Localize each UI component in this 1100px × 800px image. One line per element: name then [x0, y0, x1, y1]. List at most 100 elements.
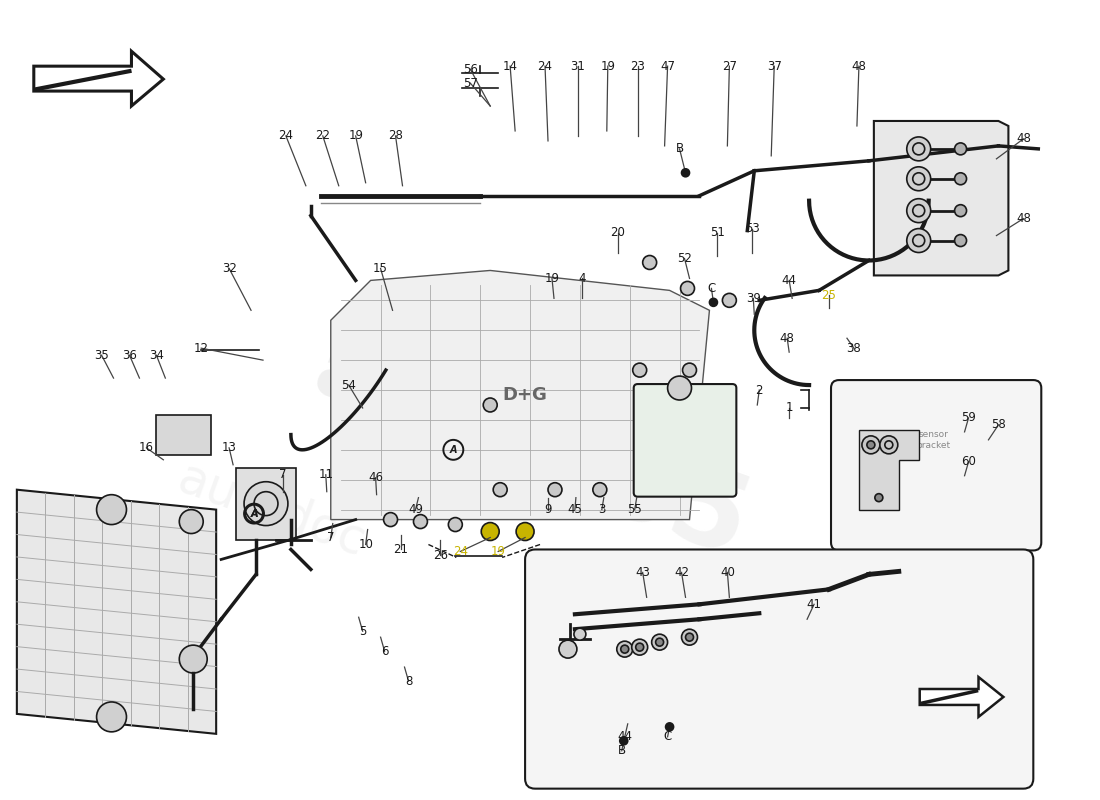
Text: 44: 44 [782, 274, 796, 287]
Text: 1985: 1985 [437, 377, 763, 583]
Text: 7: 7 [327, 531, 334, 544]
Circle shape [617, 641, 632, 657]
Circle shape [559, 640, 576, 658]
Circle shape [632, 363, 647, 377]
Circle shape [682, 363, 696, 377]
Text: 27: 27 [722, 60, 737, 73]
Text: sensor
bracket: sensor bracket [916, 430, 950, 450]
Circle shape [906, 198, 931, 222]
Text: 13: 13 [222, 442, 236, 454]
Text: 51: 51 [710, 226, 725, 239]
Text: 22: 22 [316, 130, 330, 142]
Text: 20: 20 [610, 226, 625, 239]
Circle shape [874, 494, 883, 502]
Circle shape [656, 638, 663, 646]
Circle shape [481, 522, 499, 541]
Circle shape [681, 282, 694, 295]
Circle shape [651, 634, 668, 650]
Text: A: A [450, 445, 458, 455]
Text: C: C [663, 730, 672, 743]
FancyBboxPatch shape [634, 384, 736, 497]
Text: 53: 53 [745, 222, 760, 235]
Polygon shape [16, 490, 217, 734]
Circle shape [179, 645, 207, 673]
Text: D+G: D+G [503, 386, 548, 404]
Text: 44: 44 [617, 730, 632, 743]
Text: 19: 19 [349, 130, 363, 142]
Text: 36: 36 [122, 349, 136, 362]
Text: 49: 49 [408, 503, 424, 516]
Circle shape [449, 518, 462, 531]
Circle shape [384, 513, 397, 526]
Text: 25: 25 [822, 289, 836, 302]
Circle shape [631, 639, 648, 655]
Text: 6: 6 [381, 645, 388, 658]
Circle shape [620, 645, 629, 653]
Text: 7: 7 [279, 468, 287, 482]
Polygon shape [859, 430, 918, 510]
Text: 24: 24 [278, 130, 294, 142]
Circle shape [97, 494, 126, 525]
FancyBboxPatch shape [830, 380, 1042, 550]
Polygon shape [331, 270, 710, 519]
Text: 19: 19 [601, 60, 615, 73]
Circle shape [682, 630, 697, 645]
Text: 19: 19 [544, 272, 560, 285]
Text: 37: 37 [767, 60, 782, 73]
Text: 3: 3 [598, 503, 605, 516]
Text: 24: 24 [538, 60, 552, 73]
Circle shape [493, 482, 507, 497]
Circle shape [906, 229, 931, 253]
Text: C: C [707, 282, 716, 295]
Text: autodoc: autodoc [305, 336, 656, 524]
Text: 58: 58 [991, 418, 1005, 431]
Circle shape [179, 510, 204, 534]
Text: 41: 41 [806, 598, 822, 610]
Circle shape [906, 167, 931, 190]
Circle shape [685, 633, 693, 641]
Text: A: A [251, 509, 257, 518]
Text: 10: 10 [359, 538, 373, 551]
Circle shape [97, 702, 126, 732]
FancyBboxPatch shape [525, 550, 1033, 789]
Text: 56: 56 [463, 62, 477, 76]
Text: B: B [618, 744, 626, 758]
Text: 57: 57 [463, 77, 477, 90]
Circle shape [636, 643, 644, 651]
Text: 54: 54 [341, 378, 356, 391]
Text: 21: 21 [393, 543, 408, 556]
Text: 47: 47 [660, 60, 675, 73]
Text: autodoc: autodoc [170, 454, 372, 566]
Text: 5: 5 [359, 625, 366, 638]
Circle shape [516, 522, 535, 541]
Circle shape [955, 173, 967, 185]
Text: 48: 48 [780, 332, 794, 345]
Circle shape [867, 441, 875, 449]
Text: 39: 39 [746, 292, 761, 305]
Text: 24: 24 [453, 545, 468, 558]
Circle shape [483, 398, 497, 412]
Circle shape [619, 737, 628, 745]
Text: 34: 34 [148, 349, 164, 362]
Circle shape [642, 255, 657, 270]
Text: 12: 12 [194, 342, 209, 354]
Text: A: A [251, 509, 257, 518]
Text: 45: 45 [568, 503, 582, 516]
Text: 2: 2 [756, 383, 763, 397]
Polygon shape [156, 415, 211, 455]
Text: 48: 48 [1016, 133, 1031, 146]
Text: 35: 35 [95, 349, 109, 362]
Text: B: B [675, 142, 683, 155]
Text: 32: 32 [222, 262, 236, 275]
Text: 31: 31 [571, 60, 585, 73]
Text: 8: 8 [405, 674, 412, 687]
Circle shape [862, 436, 880, 454]
Text: 43: 43 [635, 566, 650, 579]
Text: 48: 48 [1016, 212, 1031, 225]
Circle shape [710, 298, 717, 306]
Circle shape [548, 482, 562, 497]
Text: 42: 42 [674, 566, 689, 579]
Text: 16: 16 [139, 442, 154, 454]
Text: 59: 59 [961, 411, 976, 425]
Text: 46: 46 [368, 471, 383, 484]
